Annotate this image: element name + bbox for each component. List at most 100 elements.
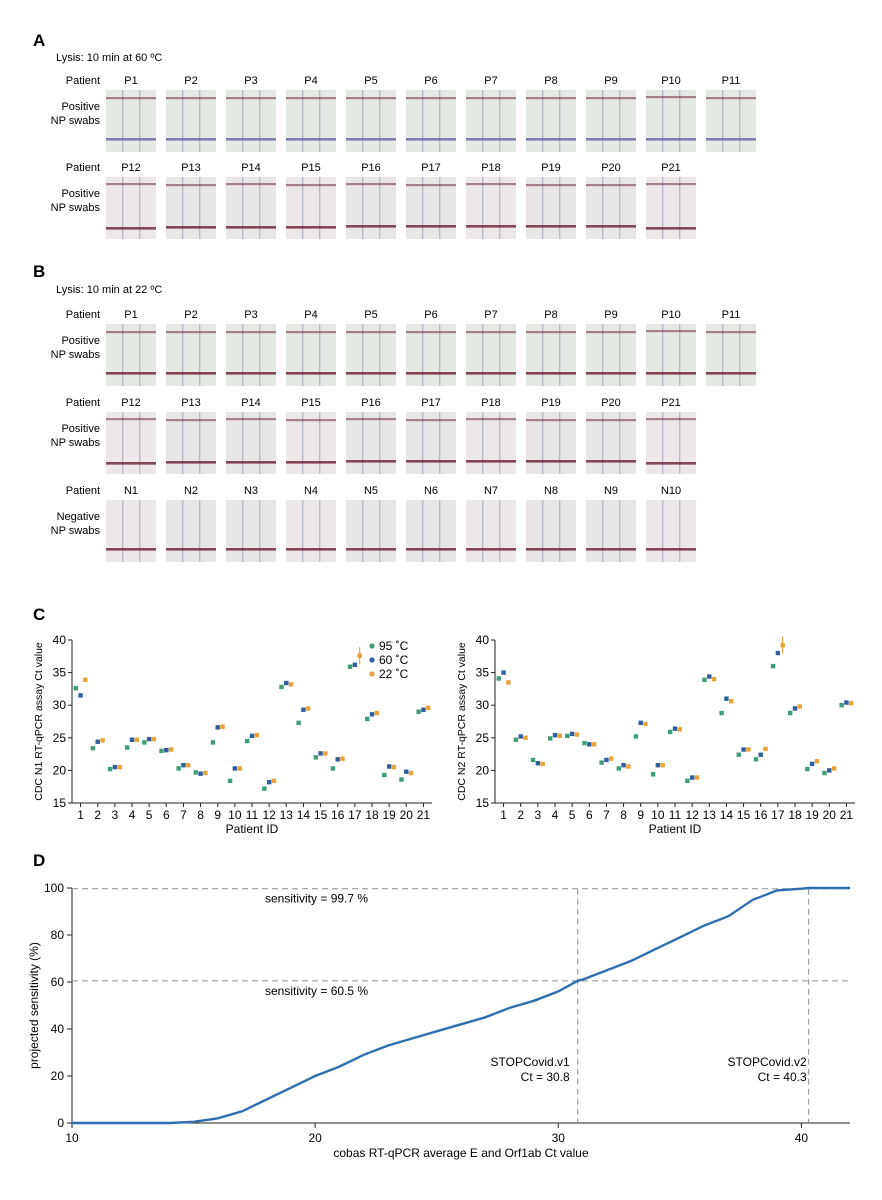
data-point — [284, 680, 289, 686]
strip-image — [286, 90, 336, 152]
data-point — [306, 706, 311, 711]
strip-edge — [679, 177, 681, 239]
data-point — [220, 724, 225, 729]
x-tick-label: 20 — [308, 1131, 322, 1145]
strip-image — [346, 177, 396, 239]
strip-edge — [259, 500, 261, 562]
legend-label: 22 ˚C — [379, 667, 409, 681]
data-point — [391, 764, 397, 770]
strip-edge — [139, 500, 141, 562]
strip-control-band — [286, 548, 336, 551]
x-tick-label: 11 — [246, 808, 259, 822]
data-point — [707, 674, 712, 679]
strip-edge — [182, 500, 184, 562]
strip-id-label: P18 — [481, 397, 501, 409]
x-tick-label: 40 — [795, 1131, 809, 1145]
y-tick-label: 35 — [53, 666, 67, 680]
strip-image — [166, 324, 216, 386]
data-point — [100, 738, 105, 743]
strip-id-label: N8 — [544, 485, 558, 497]
strip-id-label: P16 — [361, 162, 381, 174]
strip-edge — [122, 500, 124, 562]
strip-image — [646, 90, 696, 152]
x-tick-label: 2 — [94, 808, 101, 822]
strip-edge — [259, 324, 261, 386]
y-tick-label: 30 — [53, 698, 67, 712]
annotation-v2-ct: Ct = 40.3 — [758, 1070, 807, 1084]
strip-image — [466, 177, 516, 239]
strip-image — [526, 500, 576, 562]
strip-edge — [182, 90, 184, 152]
strip-edge — [199, 177, 201, 239]
x-tick-label: 21 — [417, 808, 431, 822]
strip-control-band — [166, 226, 216, 229]
strip-control-band — [706, 138, 756, 141]
strip-edge — [362, 177, 364, 239]
data-point — [604, 757, 609, 763]
strip-edge — [559, 412, 561, 474]
strip-edge — [182, 412, 184, 474]
y-tick-label: 40 — [51, 1022, 65, 1036]
strip-control-band — [286, 226, 336, 229]
y-tick-label: 40 — [53, 633, 67, 647]
strip-control-band — [226, 372, 276, 375]
data-point — [186, 762, 191, 768]
data-point — [805, 766, 810, 772]
strip-control-band — [346, 372, 396, 375]
strip-control-band — [526, 138, 576, 141]
strip-image — [586, 500, 636, 562]
strip-test-band — [286, 419, 336, 422]
data-point — [245, 738, 250, 744]
strip-edge — [679, 324, 681, 386]
strip-control-band — [106, 548, 156, 551]
strip-id-label: P11 — [722, 75, 741, 87]
y-tick-label: 100 — [44, 881, 64, 895]
row-label-patient: Patient — [66, 397, 100, 409]
data-point — [770, 663, 776, 669]
strip-edge — [242, 500, 244, 562]
strip-edge — [302, 324, 304, 386]
strip-control-band — [106, 227, 156, 230]
strip-control-band — [526, 372, 576, 375]
strip-image — [406, 177, 456, 239]
data-point — [736, 752, 741, 757]
data-point — [831, 766, 837, 771]
x-tick-label: 2 — [517, 808, 524, 822]
strip-id-label: P9 — [604, 309, 617, 321]
x-tick-label: 7 — [180, 808, 187, 822]
data-point — [318, 751, 323, 756]
strip-image — [106, 90, 156, 152]
data-point — [125, 745, 130, 750]
data-point — [266, 779, 272, 785]
strip-id-label: N1 — [124, 485, 138, 497]
y-tick-label: 20 — [53, 763, 67, 777]
strip-control-band — [226, 461, 276, 464]
strip-test-band — [646, 96, 696, 99]
x-tick-label: 18 — [365, 808, 379, 822]
strip-edge — [662, 90, 664, 152]
strip-edge — [122, 177, 124, 239]
strip-control-band — [466, 460, 516, 463]
strip-image — [526, 412, 576, 474]
strip-edge — [439, 324, 441, 386]
legend-label: 95 ˚C — [379, 639, 409, 653]
strip-control-band — [586, 548, 636, 551]
x-tick-label: 4 — [129, 808, 136, 822]
strip-id-label: P14 — [241, 162, 261, 174]
strip-test-band — [586, 97, 636, 100]
strip-edge — [319, 177, 321, 239]
strip-id-label: P20 — [601, 162, 621, 174]
strip-image — [586, 412, 636, 474]
strip-id-label: P21 — [661, 397, 681, 409]
row-label-patient: Patient — [66, 309, 100, 321]
row-type-label-line1: Positive — [61, 101, 100, 113]
strip-test-band — [346, 97, 396, 100]
strip-edge — [422, 412, 424, 474]
data-point — [301, 707, 306, 712]
strip-edge — [362, 90, 364, 152]
strip-test-band — [586, 419, 636, 422]
strip-edge — [319, 500, 321, 562]
strip-edge — [619, 324, 621, 386]
strip-edge — [619, 412, 621, 474]
